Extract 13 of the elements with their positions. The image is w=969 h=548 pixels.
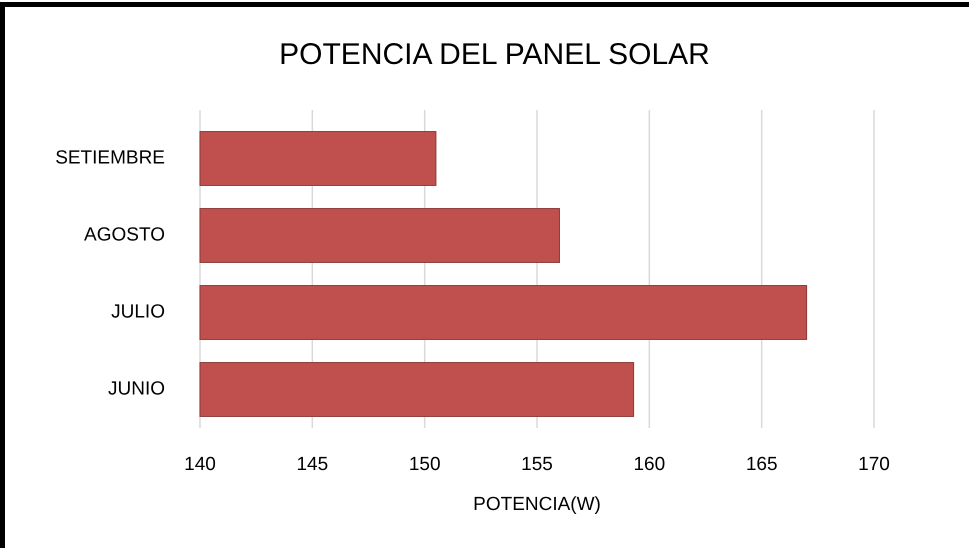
x-tick-label: 140	[184, 454, 216, 475]
y-tick-label: SETIEMBRE	[55, 148, 165, 169]
x-tick-label: 155	[521, 454, 553, 475]
x-tick-label: 170	[858, 454, 890, 475]
y-tick-label: JUNIO	[108, 378, 165, 400]
chart-title: POTENCIA DEL PANEL SOLAR	[279, 38, 710, 71]
x-tick-label: 165	[746, 454, 778, 475]
x-tick-label: 160	[633, 454, 666, 475]
y-tick-label: AGOSTO	[84, 224, 165, 246]
x-tick-label: 150	[408, 454, 441, 475]
y-tick-label: JULIO	[111, 302, 165, 323]
x-tick-label: 145	[296, 454, 328, 475]
x-axis-title: POTENCIA(W)	[473, 494, 601, 515]
